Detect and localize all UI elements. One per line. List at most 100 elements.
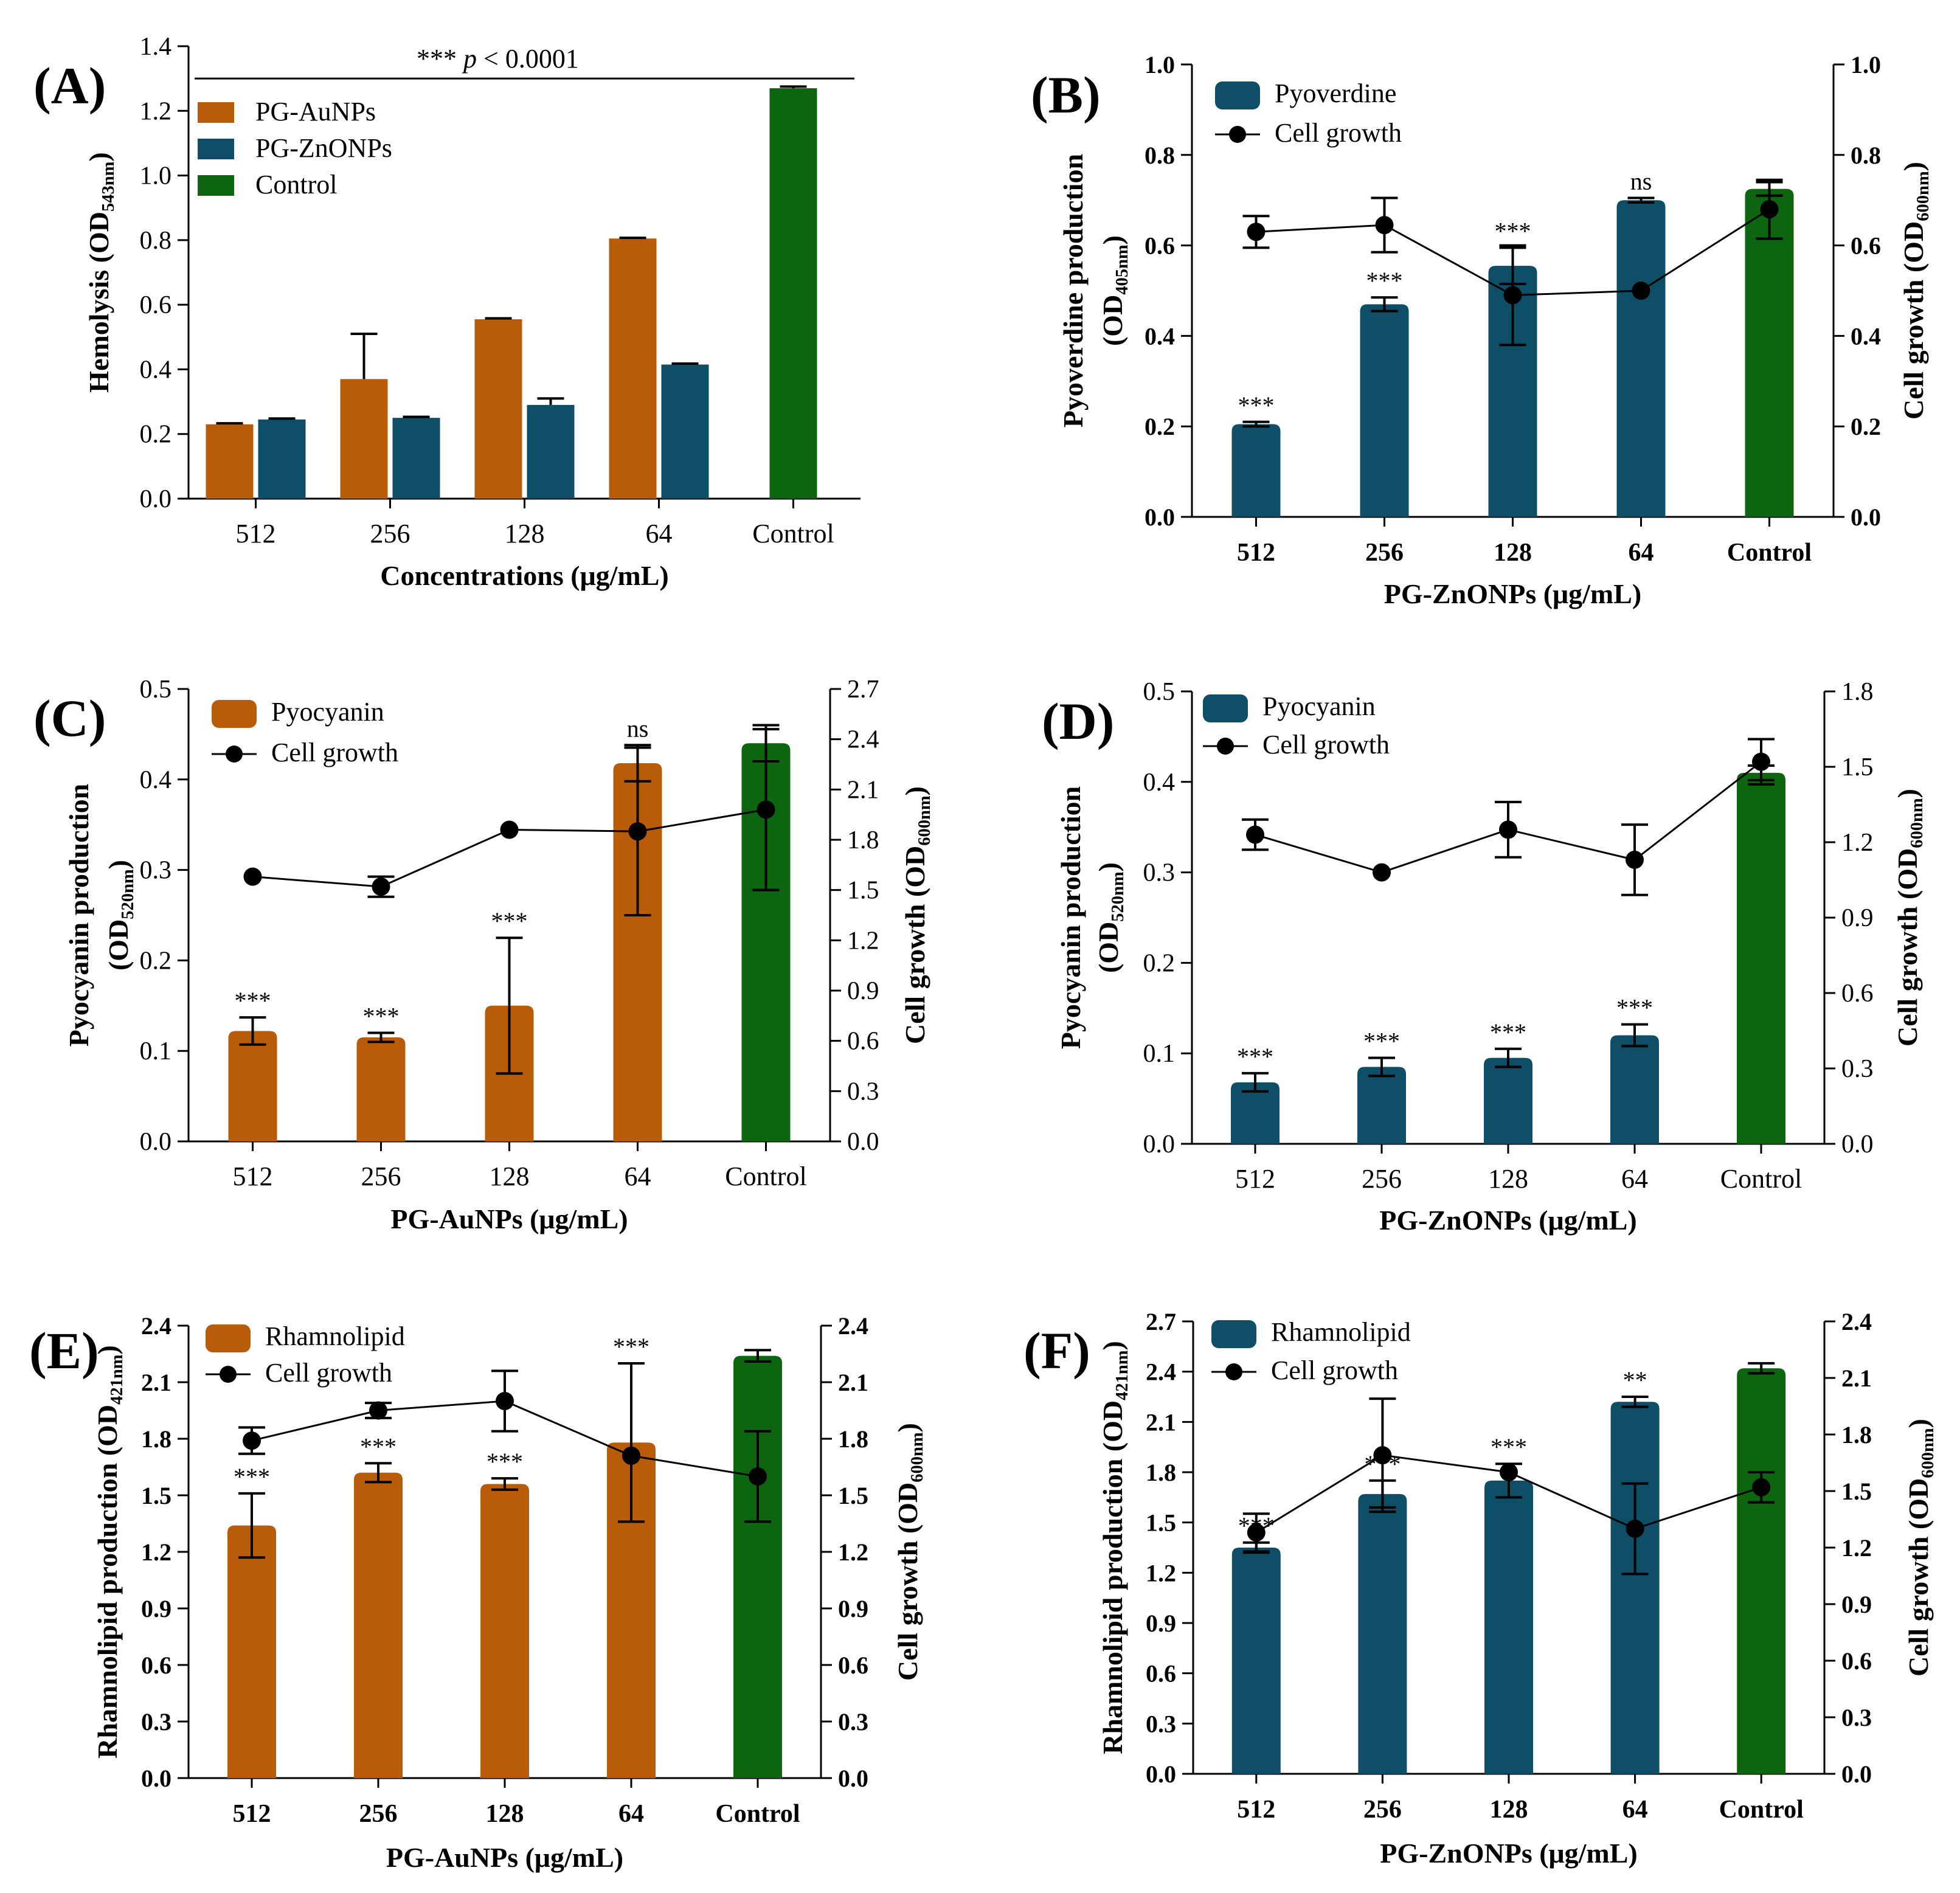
y-axis-title: Pyocyanin production bbox=[1055, 786, 1086, 1049]
y-tick-label: 0.2 bbox=[1144, 413, 1175, 440]
cell-growth-point bbox=[1247, 1523, 1266, 1542]
bar bbox=[1737, 772, 1785, 1144]
y2-tick-label: 0.0 bbox=[838, 1765, 868, 1792]
y-tick-label: 1.8 bbox=[1146, 1459, 1176, 1486]
panel-label: (B) bbox=[1031, 66, 1101, 124]
bar bbox=[206, 424, 254, 499]
significance-mark: ns bbox=[627, 715, 649, 742]
bar bbox=[769, 88, 817, 499]
y2-tick-label: 1.2 bbox=[1841, 1534, 1872, 1562]
y2-tick-label: 0.4 bbox=[1851, 322, 1881, 350]
x-tick-label: 512 bbox=[1237, 539, 1275, 567]
y-tick-label: 1.2 bbox=[141, 1538, 171, 1566]
x-tick-label: 64 bbox=[646, 519, 673, 549]
legend: Rhamnolipid Cell growth bbox=[206, 1321, 405, 1388]
legend-label-bar: Pyocyanin bbox=[271, 697, 384, 727]
y2-tick-label: 1.0 bbox=[1851, 51, 1881, 78]
y-tick-label: 0.6 bbox=[140, 291, 172, 319]
y2-tick-label: 1.5 bbox=[847, 877, 879, 905]
y-tick-label: 0.3 bbox=[1146, 1710, 1176, 1737]
y2-tick-label: 2.1 bbox=[1841, 1365, 1872, 1392]
significance-mark: *** bbox=[1238, 392, 1275, 419]
bar bbox=[1231, 1548, 1281, 1774]
legend-label-bar: Pyoverdine bbox=[1275, 78, 1396, 108]
y2-axis-title: Cell growth (OD600nm) bbox=[892, 1423, 927, 1681]
x-tick-label: 512 bbox=[1237, 1796, 1275, 1824]
y-tick-label: 0.0 bbox=[1143, 1130, 1176, 1158]
y2-tick-label: 0.3 bbox=[1841, 1055, 1874, 1083]
bar bbox=[1616, 200, 1666, 517]
y2-tick-label: 0.6 bbox=[1841, 1647, 1872, 1675]
y-tick-label: 0.4 bbox=[140, 356, 172, 384]
cell-growth-point bbox=[757, 800, 775, 819]
bar bbox=[1484, 1057, 1532, 1144]
cell-growth-point bbox=[1760, 200, 1779, 219]
y-tick-label: 2.4 bbox=[141, 1312, 171, 1340]
bar bbox=[733, 1355, 782, 1778]
cell-growth-point bbox=[1752, 1478, 1771, 1497]
significance-mark: ns bbox=[1630, 167, 1652, 195]
y-axis-title: Rhamnolipid production (OD421nm) bbox=[92, 1345, 126, 1759]
y2-tick-label: 0.6 bbox=[838, 1652, 868, 1679]
x-tick-label: 512 bbox=[1235, 1164, 1275, 1194]
y-tick-label: 2.1 bbox=[141, 1369, 171, 1396]
y-tick-label: 0.8 bbox=[140, 227, 172, 255]
panel-label: (C) bbox=[33, 689, 106, 747]
x-tick-label: 128 bbox=[505, 519, 545, 549]
y-tick-label: 0.2 bbox=[1143, 949, 1176, 977]
cell-growth-point bbox=[1246, 825, 1264, 844]
y-axis-title: Pyoverdine production bbox=[1058, 154, 1089, 427]
panel-c: (C) 0.0 0.1 0.2 0.3 0.4 0.5 0.0 0.3 0.6 0.9 1.2 1.5 1… bbox=[33, 676, 934, 1234]
y2-tick-label: 2.1 bbox=[847, 776, 879, 804]
x-axis-title: Concentrations (μg/mL) bbox=[380, 560, 669, 591]
y2-tick-label: 1.8 bbox=[838, 1425, 868, 1453]
y-tick-label: 1.8 bbox=[141, 1425, 171, 1453]
bar bbox=[613, 763, 662, 1141]
y2-axis-title: Cell growth (OD600nm) bbox=[1892, 789, 1927, 1047]
y2-tick-label: 0.3 bbox=[838, 1708, 868, 1736]
significance-mark: *** bbox=[363, 1002, 400, 1030]
panel-b: (B) 0.0 0.2 0.4 0.6 0.8 1.0 0.0 0.2 0.4 0.6 0.8 1.0 5… bbox=[1031, 51, 1933, 609]
bar bbox=[1360, 304, 1409, 517]
y2-tick-label: 1.8 bbox=[1841, 678, 1874, 706]
x-axis-title: PG-ZnONPs (μg/mL) bbox=[1379, 1205, 1636, 1236]
x-tick-label: 128 bbox=[1490, 1796, 1528, 1824]
y2-tick-label: 0.0 bbox=[847, 1128, 879, 1156]
y2-tick-label: 0.9 bbox=[1841, 904, 1874, 932]
x-tick-label: 64 bbox=[1622, 1796, 1648, 1824]
significance-mark: *** bbox=[235, 987, 271, 1014]
x-axis-title: PG-AuNPs (μg/mL) bbox=[390, 1203, 628, 1234]
y2-tick-label: 2.1 bbox=[838, 1369, 868, 1396]
legend-label-line: Cell growth bbox=[1275, 118, 1402, 148]
significance-mark: *** bbox=[1616, 994, 1653, 1022]
legend-label: Control bbox=[255, 170, 337, 199]
y2-tick-label: 2.4 bbox=[847, 726, 879, 754]
y-tick-label: 1.2 bbox=[140, 97, 172, 125]
significance-mark: *** bbox=[1495, 217, 1531, 244]
y-tick-label: 1.5 bbox=[141, 1482, 171, 1509]
y2-tick-label: 0.0 bbox=[1841, 1760, 1872, 1788]
x-tick-label: 256 bbox=[370, 519, 410, 549]
significance-mark: *** bbox=[360, 1433, 397, 1460]
y-axis-title-line2: (OD520nm) bbox=[1093, 862, 1127, 973]
cell-growth-point bbox=[243, 867, 262, 886]
x-tick-label: 128 bbox=[1488, 1164, 1528, 1194]
significance-mark: *** bbox=[1366, 267, 1403, 294]
x-tick-label: 512 bbox=[233, 1161, 273, 1191]
y-tick-label: 0.2 bbox=[140, 421, 172, 449]
significance-mark: *** bbox=[234, 1463, 270, 1490]
bar bbox=[1610, 1402, 1660, 1774]
cell-growth-point bbox=[496, 1392, 514, 1410]
bar bbox=[1358, 1493, 1407, 1774]
y-tick-label: 0.9 bbox=[141, 1595, 171, 1622]
y2-tick-label: 0.8 bbox=[1851, 142, 1881, 169]
bar bbox=[474, 319, 522, 499]
legend-label-line: Cell growth bbox=[271, 738, 398, 767]
y-tick-label: 0.0 bbox=[1144, 504, 1175, 531]
y-axis-title-line2: (OD405nm) bbox=[1097, 235, 1132, 346]
x-tick-label: 512 bbox=[236, 519, 276, 549]
panel-label: (F) bbox=[1023, 1321, 1090, 1380]
y2-tick-label: 2.4 bbox=[1841, 1308, 1872, 1335]
legend-swatch-bar bbox=[1215, 81, 1260, 109]
significance-mark: ** bbox=[1623, 1366, 1647, 1394]
